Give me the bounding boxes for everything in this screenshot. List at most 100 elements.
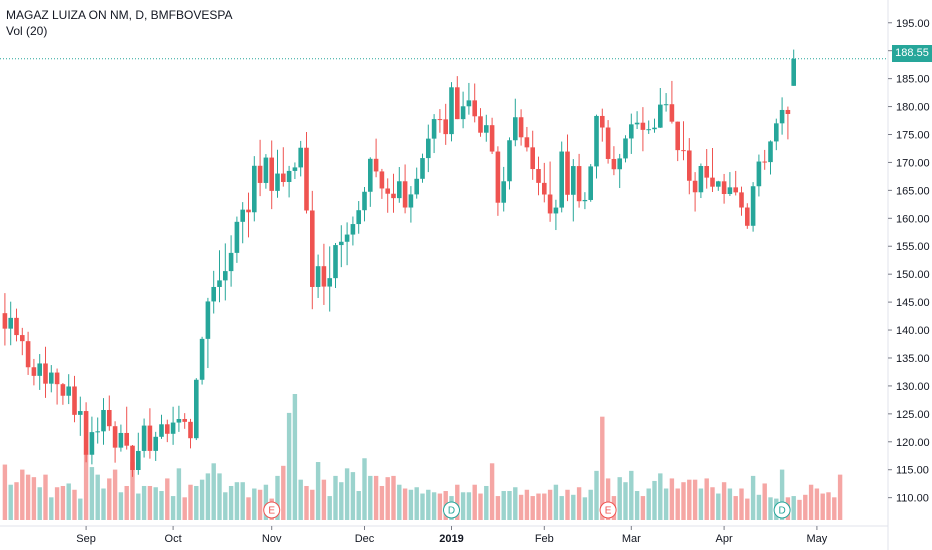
volume-bar	[60, 485, 66, 520]
candle-body	[565, 151, 570, 195]
candle-body	[704, 166, 709, 178]
candle-body	[240, 209, 245, 222]
volume-bar	[646, 488, 651, 520]
candle-body	[136, 450, 141, 470]
volume-bar	[837, 474, 843, 520]
earnings-marker	[599, 501, 617, 519]
candle-body	[147, 425, 153, 451]
volume-bar	[518, 494, 524, 520]
candle-body	[466, 100, 472, 107]
y-tick-label: 125.00	[896, 409, 930, 421]
volume-bar	[832, 497, 837, 520]
y-tick-label: 155.00	[896, 241, 930, 253]
candle-body	[112, 426, 118, 448]
candle-body	[513, 117, 518, 141]
volume-bar	[8, 484, 13, 520]
candle-body	[443, 119, 448, 135]
volume-bar	[182, 497, 187, 520]
volume-bar	[820, 493, 825, 520]
volume-bar	[681, 482, 686, 520]
volume-bar	[37, 487, 42, 520]
candle-body	[257, 165, 263, 183]
volume-bar	[565, 489, 570, 520]
candle-body	[228, 252, 234, 272]
candle-body	[170, 422, 176, 434]
candle-body	[356, 210, 361, 225]
volume-bar	[304, 485, 309, 520]
candle-body	[333, 245, 338, 279]
earnings-marker	[263, 501, 281, 519]
volume-bar	[344, 468, 350, 520]
candle-body	[72, 386, 77, 415]
volume-bar	[246, 497, 251, 520]
x-tick-label: Feb	[535, 533, 554, 545]
volume-bar	[20, 469, 25, 520]
y-tick-label: 185.00	[896, 74, 930, 86]
candle-body	[397, 181, 402, 199]
candle-body	[60, 384, 66, 396]
volume-bar	[89, 467, 95, 520]
y-tick-label: 135.00	[896, 353, 930, 365]
candle-body	[275, 173, 280, 191]
volume-bar	[536, 493, 541, 520]
candle-body	[101, 409, 106, 432]
volume-bar	[333, 475, 338, 520]
candle-body	[414, 178, 419, 195]
candle-body	[14, 317, 19, 336]
volume-bar	[124, 485, 129, 520]
volume-bar	[472, 484, 477, 520]
candle-body	[547, 194, 553, 214]
volume-bar	[675, 488, 680, 520]
volume-bar	[176, 468, 182, 520]
x-tick-label: Apr	[716, 533, 733, 545]
candle-body	[310, 210, 315, 287]
chart-title: MAGAZ LUIZA ON NM, D, BMFBOVESPA	[6, 8, 233, 22]
volume-bar	[692, 479, 698, 520]
candle-body	[721, 181, 727, 195]
volume-bar	[460, 492, 466, 520]
candle-body	[8, 317, 13, 329]
candle-body	[634, 122, 640, 125]
x-tick-label: Nov	[262, 533, 282, 545]
volume-bar	[803, 494, 808, 520]
candle-body	[344, 234, 350, 242]
x-tick-label: Sep	[76, 533, 96, 545]
volume-bar	[762, 483, 767, 520]
candle-body	[379, 171, 385, 189]
candle-body	[315, 266, 321, 287]
volume-bar	[553, 484, 559, 520]
candle-body	[165, 424, 170, 434]
volume-bar	[373, 475, 379, 520]
candle-body	[426, 138, 431, 159]
volume-bar	[640, 496, 646, 520]
volume-bar	[252, 488, 257, 520]
volume-bar	[501, 491, 506, 520]
volume-bar	[542, 493, 547, 520]
volume-bar	[281, 465, 286, 520]
y-tick-label: 115.00	[896, 465, 929, 477]
volume-bar	[710, 487, 715, 520]
x-tick-label: May	[807, 533, 828, 545]
volume-bar	[663, 488, 669, 520]
candle-body	[182, 418, 187, 422]
volume-bar	[530, 496, 535, 520]
candle-body	[478, 116, 483, 133]
candle-body	[107, 409, 112, 427]
volume-bar	[797, 499, 802, 520]
candle-body	[594, 115, 599, 167]
volume-bar	[78, 498, 83, 520]
x-tick-label: Dec	[355, 533, 375, 545]
volume-bar	[159, 491, 164, 520]
candle-body	[368, 158, 373, 192]
candle-body	[698, 166, 704, 193]
candle-body	[263, 157, 269, 183]
volume-bar	[217, 473, 222, 520]
x-tick-label: Mar	[622, 533, 641, 545]
volume-bar	[130, 462, 135, 520]
volume-bar	[228, 485, 234, 520]
volume-bar	[617, 477, 622, 520]
candle-body	[31, 367, 37, 376]
candle-body	[536, 169, 541, 183]
candle-body	[675, 121, 680, 151]
